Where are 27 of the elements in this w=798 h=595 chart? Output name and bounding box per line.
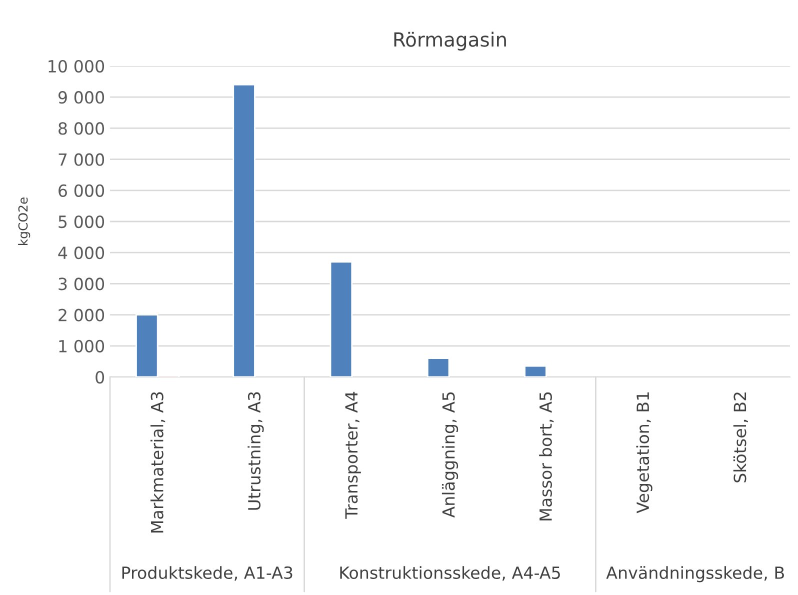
bar bbox=[426, 358, 450, 377]
text: Produktskede, A1-A3 bbox=[122, 566, 292, 581]
bar bbox=[330, 261, 353, 377]
y-tick-label: 5 000 bbox=[58, 215, 104, 228]
x-tick-label: Anläggning, A5 bbox=[442, 392, 458, 518]
bar bbox=[524, 365, 547, 377]
bar bbox=[232, 84, 256, 377]
y-tick-label: 0 bbox=[96, 370, 104, 384]
y-tick-label: 3 000 bbox=[58, 278, 104, 290]
x-tick-label: Massor bort, A5 bbox=[539, 392, 554, 520]
x-tick-label: Markmaterial, A3 bbox=[150, 392, 166, 533]
y-axis-title: kgCO2e bbox=[18, 197, 30, 246]
y-tick-label: 1 000 bbox=[59, 340, 104, 352]
y-tick-label: 6 000 bbox=[58, 184, 104, 197]
x-tick-label: Utrustning, A3 bbox=[248, 392, 264, 510]
chart-title: Rörmagasin bbox=[394, 32, 506, 51]
y-tick-label: 9 000 bbox=[58, 91, 104, 104]
x-tick-label: Skötsel, B2 bbox=[733, 392, 748, 482]
y-tick-label: 10 000 bbox=[48, 60, 104, 73]
text: Konstruktionsskede, A4-A5 bbox=[340, 566, 560, 581]
text: Användningsskede, B bbox=[606, 566, 784, 582]
y-tick-label: 2 000 bbox=[58, 308, 104, 322]
x-tick-label: Transporter, A4 bbox=[345, 392, 361, 519]
y-tick-label: 4 000 bbox=[58, 246, 104, 260]
x-tick-label: Vegetation, B1 bbox=[636, 392, 652, 514]
y-tick-label: 7 000 bbox=[58, 153, 104, 166]
y-tick-label: 8 000 bbox=[58, 122, 104, 135]
